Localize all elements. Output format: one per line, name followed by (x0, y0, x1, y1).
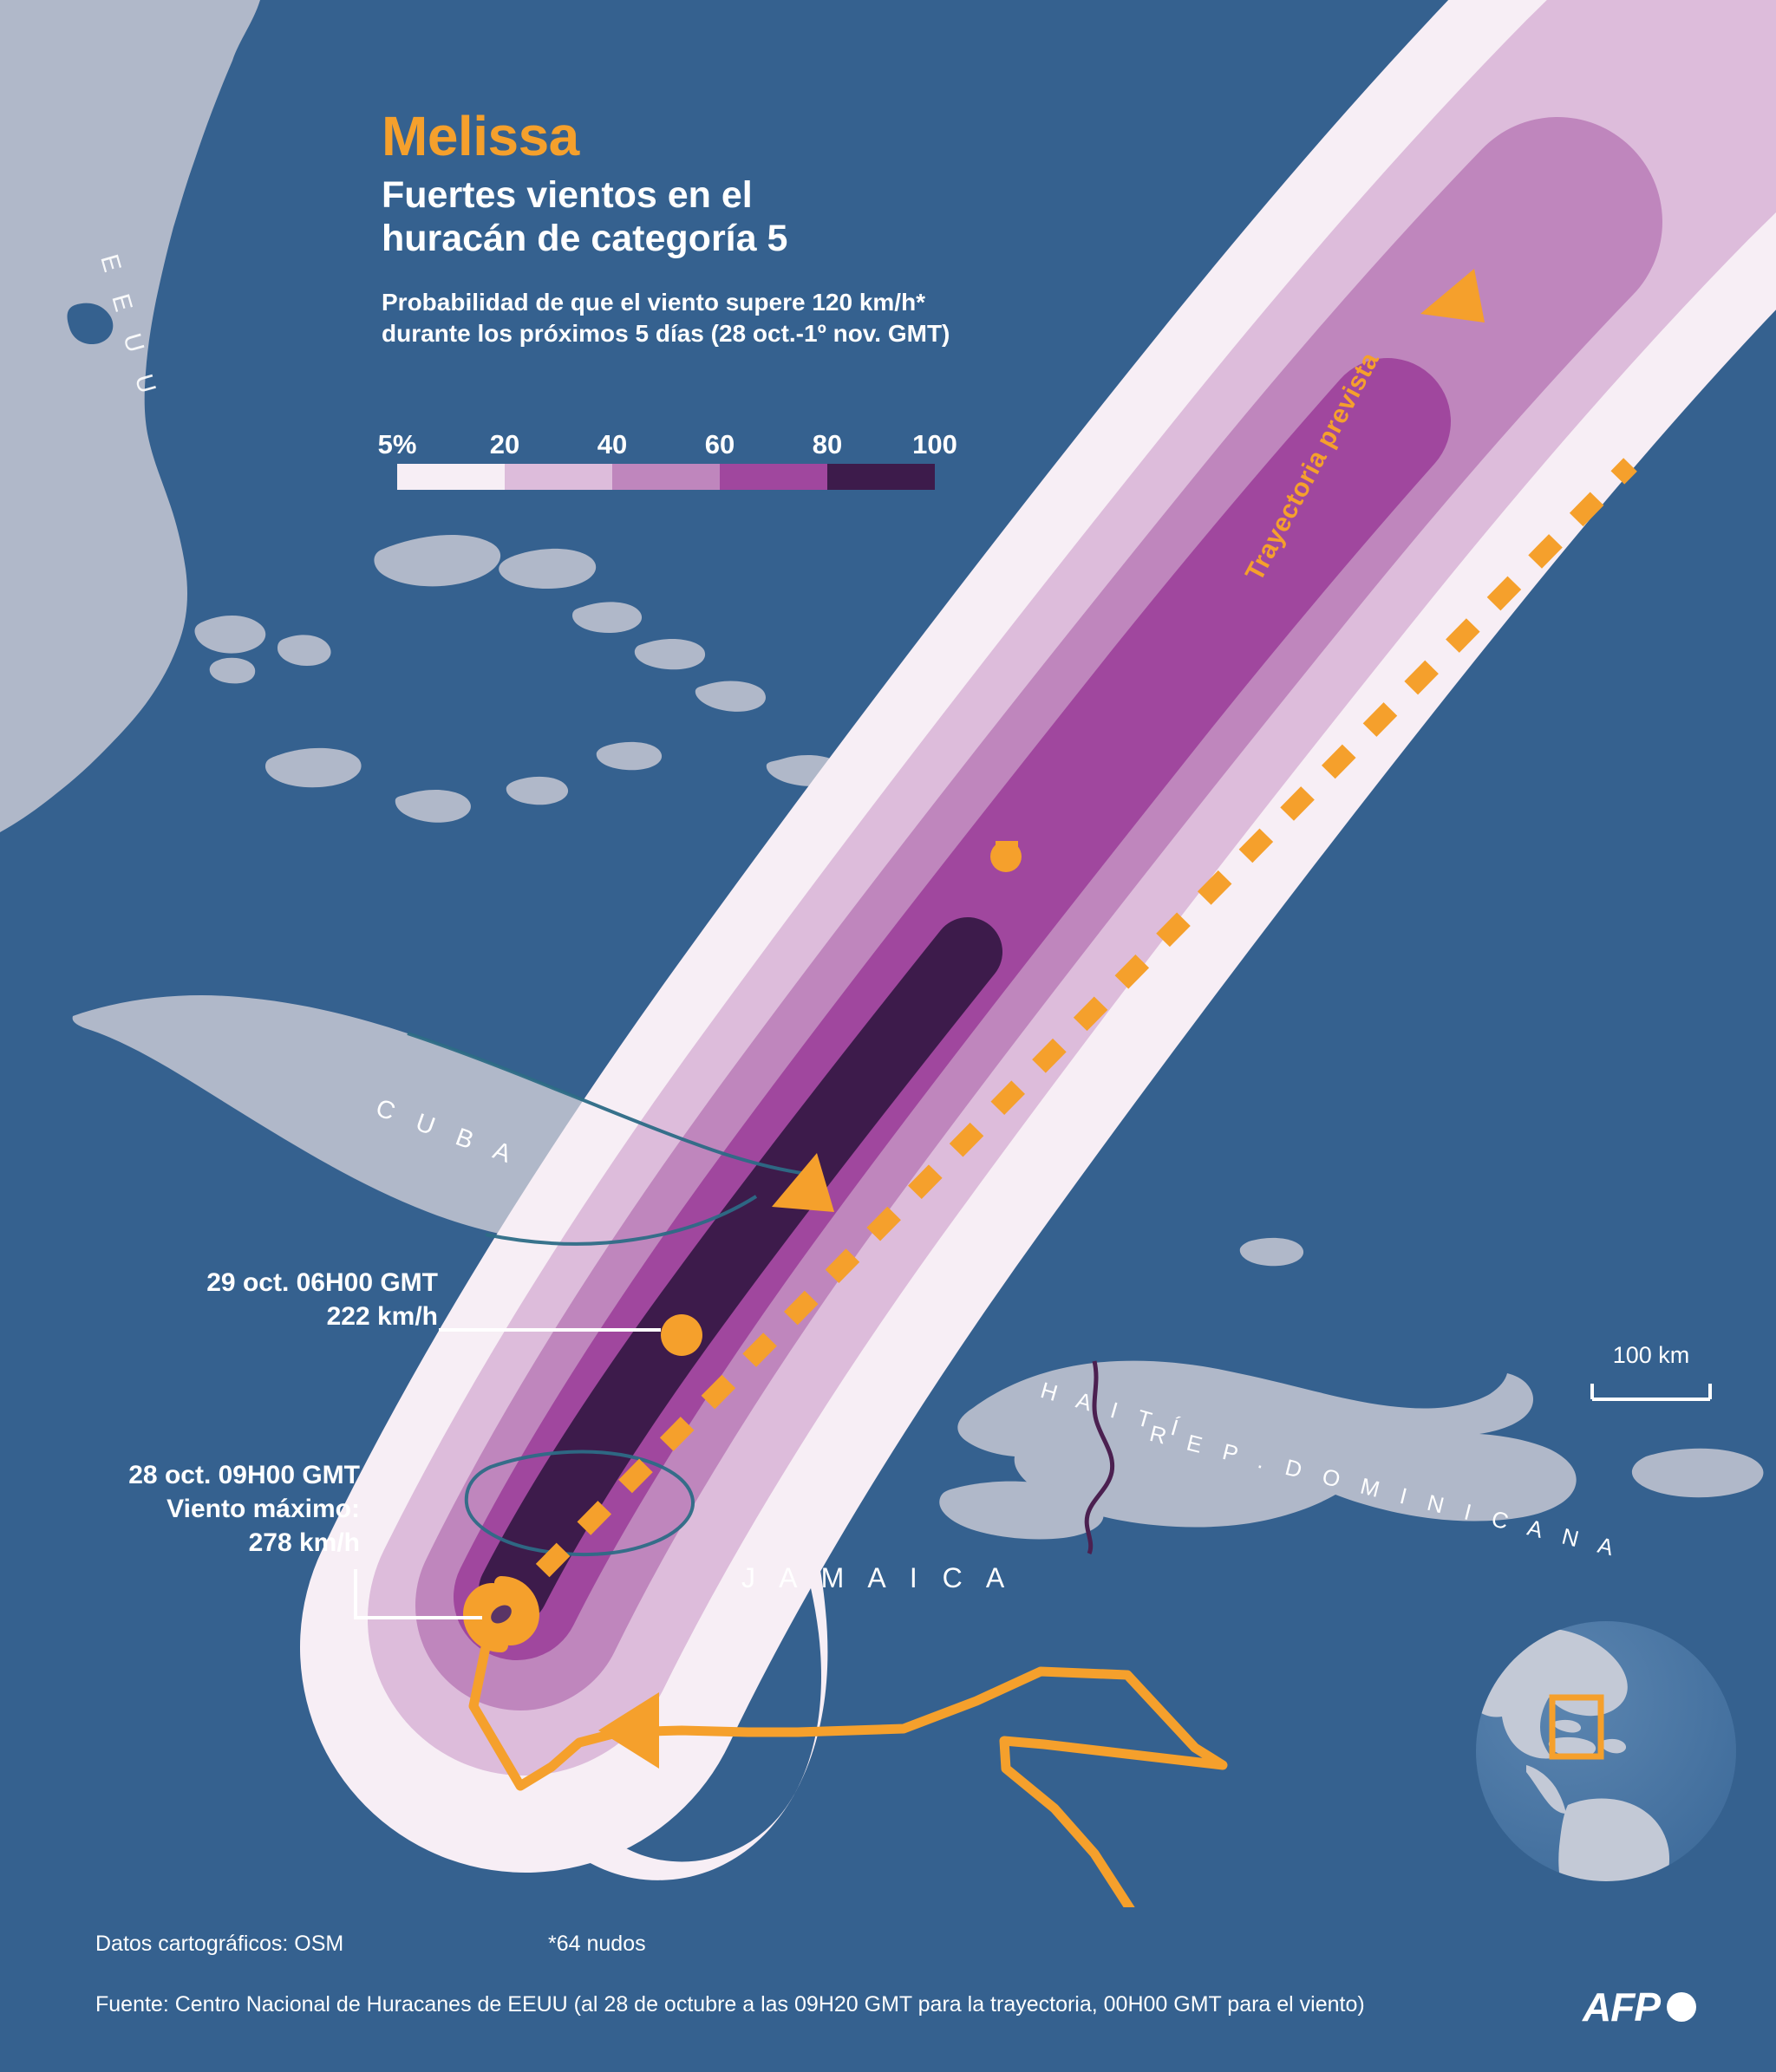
annotation-28-oct: 28 oct. 09H00 GMT Viento máximo: 278 km/… (61, 1458, 360, 1560)
forecast-track-line (494, 458, 1637, 1619)
legend-tick-20: 20 (489, 429, 520, 459)
cone-80 (479, 917, 1002, 1625)
coastline-overlays (407, 1032, 807, 1557)
footer-source: Fuente: Centro Nacional de Huracanes de … (95, 1992, 1365, 2017)
border-haiti-dominican (1084, 1360, 1115, 1554)
title-block: Melissa Fuertes vientos en el huracán de… (382, 108, 1110, 349)
subhead-line-2: durante los próximos 5 días (28 oct.-1º … (382, 319, 950, 347)
forecast-arrow-upper (1420, 269, 1485, 323)
land-haiti-peninsula (939, 1481, 1104, 1540)
legend-tick-40: 40 (597, 429, 628, 459)
afp-logo: AFP (1583, 1984, 1696, 2030)
legend-tick-row: 5% 20 40 60 80 100 (378, 429, 957, 464)
headline-line-2: huracán de categoría 5 (382, 217, 788, 259)
annotation-29-oct-line1: 29 oct. 06H00 GMT (206, 1268, 438, 1297)
waypoint-dot-future2 (996, 841, 1018, 863)
forecast-arrow-mid (772, 1153, 834, 1212)
landmasses (0, 0, 1764, 1540)
footer-cartography: Datos cartográficos: OSM (95, 1932, 344, 1956)
footer: Datos cartográficos: OSM *64 nudos Fuent… (0, 1907, 1776, 2072)
headline-line-1: Fuertes vientos en el (382, 174, 753, 216)
legend-swatch-5 (397, 464, 505, 490)
legend-swatch-60 (720, 464, 827, 490)
legend-swatch-20 (505, 464, 612, 490)
legend-swatch-80 (827, 464, 935, 490)
subhead: Probabilidad de que el viento supere 120… (382, 287, 1110, 349)
annotation-28-oct-line3: 278 km/h (248, 1528, 360, 1557)
legend-tick-5: 5% (377, 429, 417, 459)
scale-bar-label: 100 km (1612, 1342, 1690, 1368)
waypoint-dot-29oct (661, 1314, 702, 1356)
land-island-nw (67, 303, 114, 345)
annotation-28-oct-line2: Viento máximo: (166, 1495, 360, 1523)
land-hispaniola (957, 1360, 1577, 1528)
land-small-islands (1239, 1237, 1304, 1267)
leader-28oct (354, 1569, 482, 1619)
land-puerto-rico (1631, 1448, 1764, 1498)
past-track-arrow (598, 1692, 659, 1769)
forecast-track (494, 269, 1637, 1619)
legend-color-bar (397, 464, 935, 490)
annotation-28-oct-line1: 28 oct. 09H00 GMT (128, 1461, 360, 1489)
globe-inset (1476, 1621, 1736, 1881)
storm-name: Melissa (382, 105, 579, 167)
land-usa-florida (0, 0, 260, 832)
footer-footnote: *64 nudos (548, 1932, 646, 1956)
annotation-29-oct: 29 oct. 06H00 GMT 222 km/h (139, 1266, 438, 1333)
legend-tick-60: 60 (704, 429, 735, 459)
afp-wordmark: AFP (1583, 1984, 1661, 2030)
land-cuba (72, 995, 902, 1244)
globe-locator-box (1549, 1694, 1604, 1760)
headline: Fuertes vientos en el huracán de categor… (382, 174, 1110, 261)
legend-tick-80: 80 (812, 429, 843, 459)
scale-bar-graphic (1590, 1384, 1712, 1401)
probability-legend: 5% 20 40 60 80 100 (378, 429, 957, 490)
subhead-line-1: Probabilidad de que el viento supere 120… (382, 288, 926, 316)
annotation-29-oct-line2: 222 km/h (326, 1302, 438, 1331)
legend-tick-100: 100 (912, 429, 957, 459)
legend-swatch-40 (612, 464, 720, 490)
hurricane-symbol (462, 1576, 540, 1652)
afp-dot-icon (1667, 1992, 1696, 2022)
scale-bar: 100 km (1592, 1342, 1710, 1374)
annotation-leaders (354, 1328, 661, 1619)
